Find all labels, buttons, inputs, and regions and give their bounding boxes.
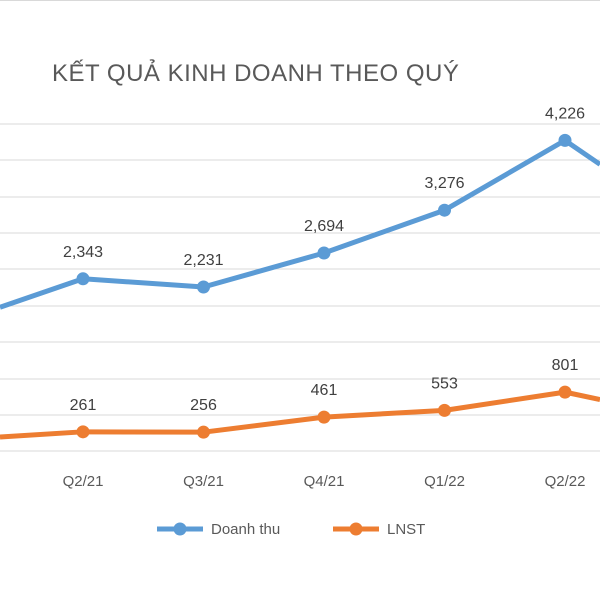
legend-marker [173, 522, 187, 536]
data-label: 256 [190, 397, 217, 414]
data-label: 3,276 [424, 175, 464, 192]
data-point [438, 203, 451, 217]
data-point [197, 280, 210, 294]
chart-title: KẾT QUẢ KINH DOANH THEO QUÝ [52, 58, 459, 87]
x-axis-tick-labels: Q2/21 Q3/21 Q4/21 Q1/22 Q2/22 [63, 473, 586, 490]
series-lnst: 261 256 461 553 801 [0, 357, 600, 440]
data-point [558, 133, 572, 147]
legend: Doanh thu LNST [157, 521, 425, 538]
series-doanh-thu: 2,343 2,231 2,694 3,276 4,226 [0, 105, 600, 310]
data-point [197, 425, 210, 439]
data-label: 2,343 [63, 244, 103, 261]
x-tick-label: Q2/22 [545, 473, 586, 490]
x-tick-label: Q1/22 [424, 473, 465, 490]
legend-label: LNST [387, 521, 425, 538]
data-point [76, 272, 90, 286]
x-tick-label: Q4/21 [304, 473, 345, 490]
data-point [317, 246, 331, 260]
data-label: 4,226 [545, 105, 585, 122]
x-tick-label: Q2/21 [63, 473, 104, 490]
data-label: 461 [311, 382, 338, 399]
data-label: 553 [431, 375, 458, 392]
data-label: 2,694 [304, 218, 344, 235]
series-line [0, 137, 600, 310]
data-point [558, 385, 572, 399]
data-point [438, 403, 451, 417]
legend-marker [349, 522, 363, 536]
legend-label: Doanh thu [211, 521, 280, 538]
data-label: 801 [552, 357, 579, 374]
data-point [317, 410, 331, 424]
gridlines [0, 123, 600, 452]
data-point [76, 425, 90, 439]
x-tick-label: Q3/21 [183, 473, 224, 490]
series-layer: 2,343 2,231 2,694 3,276 4,226 261 256 461 553 801 [0, 105, 600, 440]
data-label: 261 [70, 397, 97, 414]
data-label: 2,231 [183, 252, 223, 269]
